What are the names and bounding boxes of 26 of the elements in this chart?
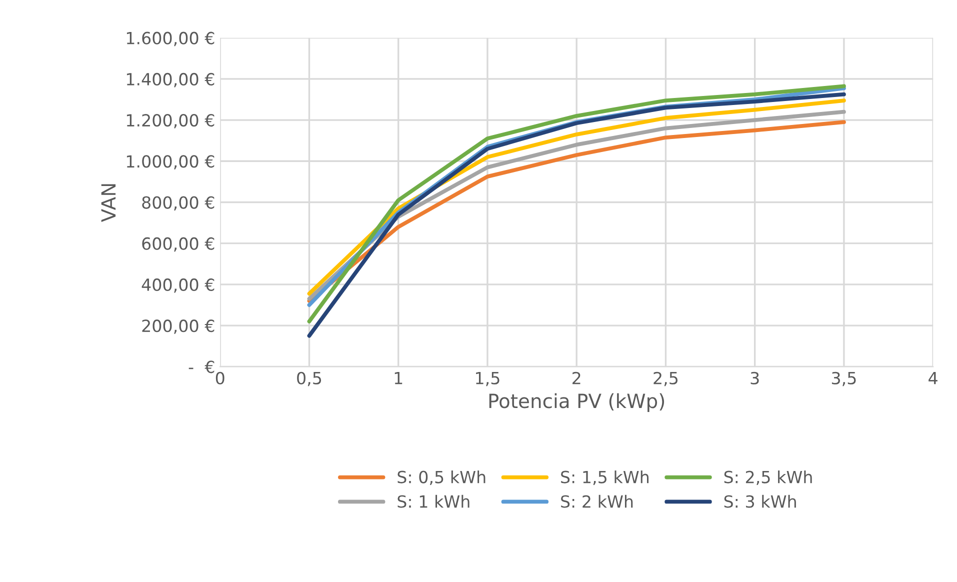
x-tick-label: 2,5: [654, 372, 678, 386]
y-tick-label: 200,00 €: [142, 320, 214, 334]
y-axis-title: VAN: [101, 184, 116, 222]
x-tick-label: 1,5: [476, 372, 500, 386]
y-tick-label: 1.200,00 €: [126, 114, 214, 128]
legend-label: S: 2 kWh: [561, 494, 633, 508]
x-tick-label: 0: [216, 372, 224, 384]
y-tick-label: 800,00 €: [142, 196, 214, 211]
y-tick-label: 400,00 €: [142, 278, 214, 293]
y-tick-label: 1.600,00 €: [126, 32, 214, 46]
y-tick-label: 1.400,00 €: [126, 72, 214, 88]
legend-label: S: 3 kWh: [724, 494, 796, 508]
x-tick-label: 3,5: [832, 372, 856, 386]
x-tick-label: 1: [394, 372, 402, 384]
x-tick-label: 3: [750, 372, 759, 384]
legend-label: S: 1,5 kWh: [561, 470, 649, 486]
legend-label: S: 2,5 kWh: [724, 470, 812, 486]
x-tick-label: 2: [572, 372, 580, 384]
legend-label: S: 0,5 kWh: [398, 470, 486, 486]
y-tick-label: 1.000,00 €: [126, 155, 214, 170]
y-tick-label: - €: [188, 360, 214, 374]
x-axis-title: Potencia PV (kWp): [489, 393, 664, 412]
x-tick-label: 0,5: [297, 372, 322, 386]
y-tick-label: 600,00 €: [142, 237, 214, 252]
x-tick-label: 4: [928, 372, 938, 384]
legend-label: S: 1 kWh: [398, 494, 470, 508]
